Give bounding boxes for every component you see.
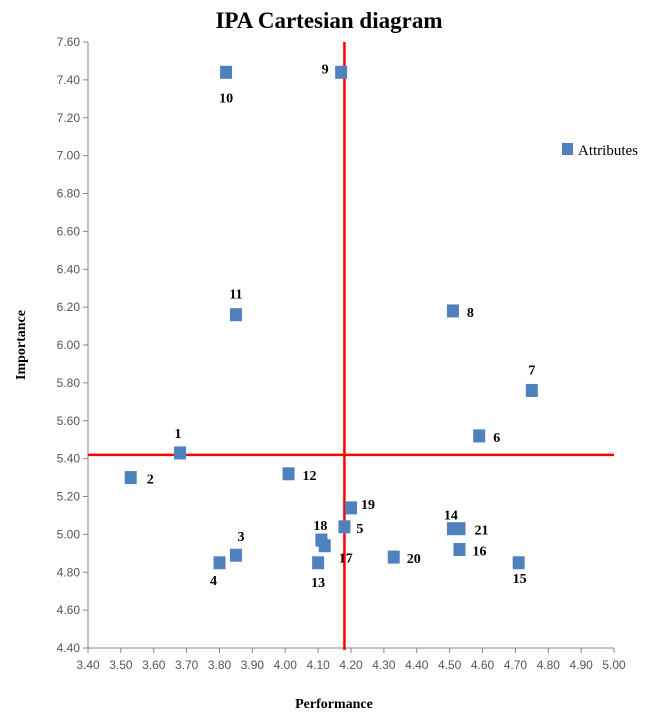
- x-tick-label: 5.00: [602, 658, 626, 672]
- y-tick-label: 6.00: [57, 338, 81, 352]
- x-tick-label: 4.20: [339, 658, 363, 672]
- data-point-label-2: 2: [147, 473, 154, 488]
- data-point-6: [473, 429, 486, 443]
- x-tick-label: 3.80: [208, 658, 232, 672]
- data-point-7: [525, 383, 538, 397]
- data-point-15: [512, 556, 525, 570]
- data-point-label-7: 7: [528, 363, 535, 378]
- x-tick-label: 3.50: [109, 658, 133, 672]
- y-tick-label: 6.40: [57, 262, 81, 276]
- chart-title: IPA Cartesian diagram: [215, 8, 442, 33]
- x-tick-label: 4.40: [405, 658, 429, 672]
- data-point-5: [338, 520, 351, 534]
- data-point-1: [174, 446, 187, 460]
- y-tick-label: 4.80: [57, 565, 81, 579]
- x-tick-label: 3.90: [241, 658, 265, 672]
- y-tick-label: 6.20: [57, 300, 81, 314]
- data-point-label-16: 16: [472, 545, 486, 560]
- data-point-8: [446, 304, 459, 318]
- data-point-label-10: 10: [219, 91, 233, 106]
- data-point-label-11: 11: [229, 288, 242, 303]
- data-point-label-5: 5: [356, 522, 363, 537]
- data-point-16: [453, 543, 466, 557]
- y-tick-label: 4.40: [57, 641, 81, 655]
- x-tick-label: 4.30: [372, 658, 396, 672]
- x-axis-ticks: 3.40 3.50 3.60 3.70 3.80 3.90 4.00 4.10 4.20 4.30…: [76, 648, 626, 672]
- legend-entry: Attributes: [578, 143, 638, 159]
- data-point-13: [312, 556, 325, 570]
- x-tick-label: 3.40: [76, 658, 100, 672]
- data-point-label-6: 6: [493, 431, 500, 446]
- data-point-18: [315, 533, 328, 547]
- data-point-label-4: 4: [210, 574, 217, 589]
- x-tick-label: 4.90: [569, 658, 593, 672]
- data-point-11: [229, 308, 242, 322]
- x-tick-label: 4.70: [504, 658, 528, 672]
- legend-marker: [562, 143, 573, 155]
- y-tick-label: 7.20: [57, 111, 81, 125]
- y-tick-label: 6.80: [57, 187, 81, 201]
- y-tick-label: 5.80: [57, 376, 81, 390]
- y-tick-label: 7.40: [57, 73, 81, 87]
- x-tick-label: 4.50: [438, 658, 462, 672]
- data-point-3: [229, 548, 242, 562]
- data-point-label-1: 1: [175, 427, 182, 442]
- y-tick-label: 4.60: [57, 603, 81, 617]
- x-tick-label: 4.10: [306, 658, 330, 672]
- data-point-9: [335, 65, 348, 79]
- data-point-label-9: 9: [322, 62, 329, 77]
- y-tick-label: 5.20: [57, 490, 81, 504]
- data-point-20: [387, 550, 400, 564]
- legend: Attributes: [562, 143, 638, 159]
- data-point-label-17: 17: [339, 552, 353, 567]
- y-tick-label: 7.60: [57, 35, 81, 49]
- data-point-19: [345, 501, 357, 515]
- data-point-label-15: 15: [513, 572, 527, 587]
- data-point-12: [282, 467, 295, 481]
- data-point-21: [453, 522, 466, 536]
- y-axis-ticks: 4.40 4.60 4.80 5.00 5.20 5.40 5.60 5.80 6.00 6.20…: [57, 35, 88, 655]
- y-tick-label: 7.00: [57, 149, 81, 163]
- data-point-label-21: 21: [474, 524, 488, 539]
- y-tick-label: 6.60: [57, 224, 81, 238]
- y-tick-label: 5.00: [57, 527, 81, 541]
- data-point-label-18: 18: [313, 519, 327, 534]
- x-tick-label: 3.70: [175, 658, 199, 672]
- x-axis-title: Performance: [295, 697, 373, 712]
- x-tick-label: 3.60: [142, 658, 166, 672]
- data-point-label-3: 3: [237, 530, 244, 545]
- data-point-label-12: 12: [303, 469, 317, 484]
- data-point-10: [220, 65, 233, 79]
- x-tick-label: 4.80: [537, 658, 561, 672]
- x-tick-label: 4.00: [274, 658, 298, 672]
- y-tick-label: 5.60: [57, 414, 81, 428]
- data-point-label-8: 8: [467, 306, 474, 321]
- data-point-label-13: 13: [311, 576, 325, 591]
- y-tick-label: 5.40: [57, 452, 81, 466]
- data-point-4: [213, 556, 226, 570]
- data-point-label-14: 14: [444, 509, 458, 524]
- data-point-label-20: 20: [407, 552, 421, 567]
- data-point-2: [124, 471, 137, 485]
- x-tick-label: 4.60: [471, 658, 495, 672]
- y-axis-title: Importance: [14, 310, 29, 380]
- data-point-label-19: 19: [361, 498, 375, 513]
